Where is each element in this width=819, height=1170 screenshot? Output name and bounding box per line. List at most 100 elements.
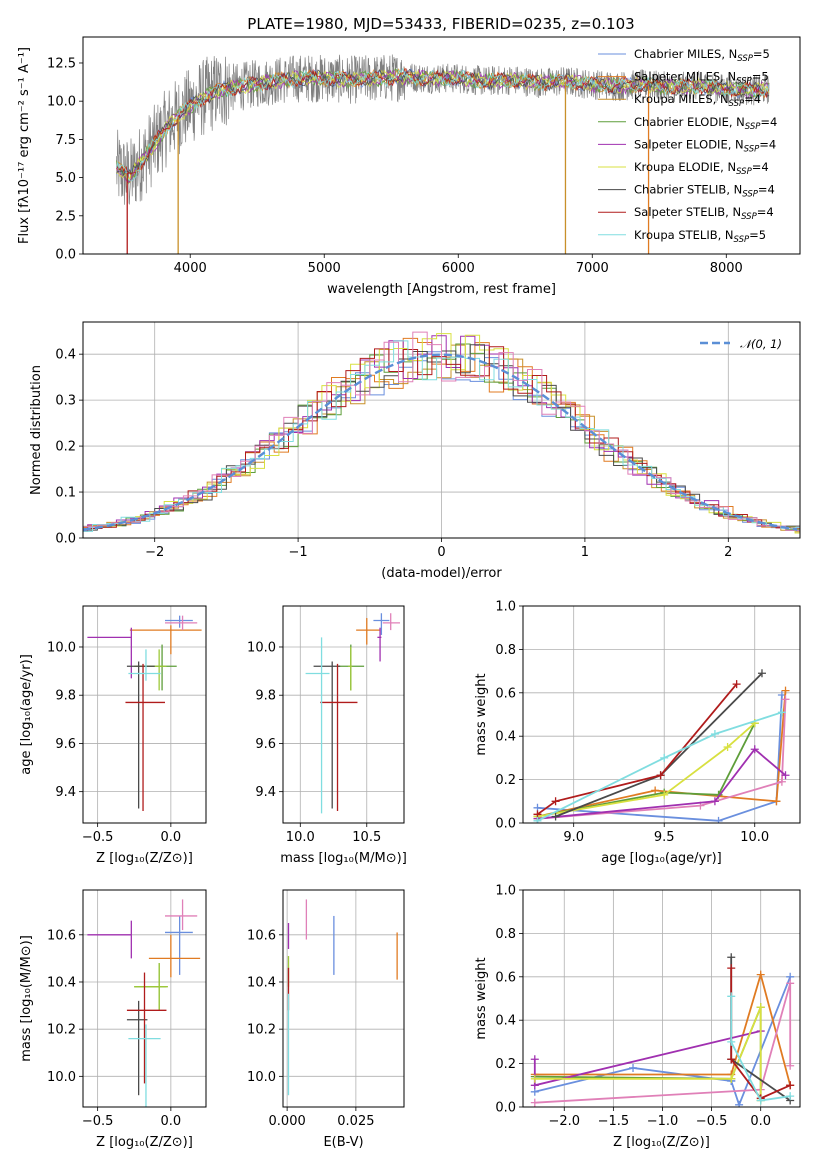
x-tick-label: 9.5 xyxy=(654,830,675,845)
chart-residuals: −2 −1 0 1 2 0.0 0.1 0.2 0.3 0.4 (data-model)/error… xyxy=(29,321,801,581)
data-point-marker xyxy=(530,1098,539,1107)
y-axis-label: mass [log₁₀(M/M⊙)] xyxy=(19,935,34,1062)
axes-frame xyxy=(82,36,801,255)
axes-frame xyxy=(282,889,405,1108)
x-axis-label: Z [log₁₀(Z/Z⊙)] xyxy=(96,1135,193,1150)
plot-area-spectrum xyxy=(116,54,770,254)
y-tick-label: 9.6 xyxy=(255,737,276,752)
data-point-marker xyxy=(777,777,786,786)
y-tick-label: 10.0 xyxy=(47,95,76,110)
x-tick-label: 6000 xyxy=(442,261,475,276)
x-tick-label: −1 xyxy=(289,545,308,560)
y-tick-label: 9.8 xyxy=(55,689,76,704)
y-tick-label: 0.4 xyxy=(55,348,76,363)
y-tick-label: 0.2 xyxy=(55,440,76,455)
series-line-salpeter_miles xyxy=(534,971,792,1086)
data-point-marker xyxy=(786,979,795,988)
x-tick-label: 10.0 xyxy=(740,830,769,845)
data-point-marker xyxy=(786,1061,795,1070)
y-tick-label: 5.0 xyxy=(55,171,76,186)
series-line-kroupa_stelib xyxy=(730,996,791,1102)
chart-mass_weight_vs_Z: −2.0 −1.5 −1.0 −0.5 0.0 0.0 0.2 0.4 0.6 0.8 1.0 Z [… xyxy=(474,884,801,1150)
y-tick-label: 10.4 xyxy=(247,975,276,990)
x-axis-label: wavelength [Angstrom, rest frame] xyxy=(327,282,556,297)
axes-frame xyxy=(522,605,801,824)
y-axis-label: age [log₁₀(age/yr)] xyxy=(19,654,34,775)
plot-area-age_vs_mass xyxy=(305,613,401,814)
y-tick-label: 0.8 xyxy=(495,927,516,942)
y-tick-label: 10.0 xyxy=(47,1070,76,1085)
data-point-marker xyxy=(732,680,741,689)
y-tick-label: 0.2 xyxy=(495,773,516,788)
legend-label: Salpeter MILES, NSSP=5 xyxy=(634,70,769,87)
y-tick-label: 10.0 xyxy=(247,640,276,655)
chart-mass_vs_Z: −0.5 0.0 10.0 10.2 10.4 10.6 Z [log₁₀(Z/Z⊙)] ma… xyxy=(19,889,207,1150)
gaussian-curve xyxy=(83,353,798,532)
y-tick-label: 10.2 xyxy=(247,1023,276,1038)
series-line-salpeter_stelib xyxy=(536,683,738,816)
series-line-kroupa_stelib xyxy=(537,711,783,822)
data-point-marker xyxy=(533,816,542,823)
legend-label: Chabrier STELIB, NSSP=4 xyxy=(634,183,775,200)
legend-label: Salpeter ELODIE, NSSP=4 xyxy=(634,137,776,154)
y-tick-label: 0.0 xyxy=(55,532,76,547)
axes-frame xyxy=(82,605,207,824)
data-point-marker xyxy=(710,797,719,806)
y-tick-label: 0.0 xyxy=(495,817,516,832)
data-point-marker xyxy=(660,753,669,762)
legend-label: Kroupa STELIB, NSSP=5 xyxy=(634,228,766,245)
data-point-marker xyxy=(651,786,660,795)
y-tick-label: 10.2 xyxy=(47,1023,76,1038)
data-point-marker xyxy=(727,964,736,973)
data-point-marker xyxy=(551,812,560,821)
model-spectrum-chabrier_elodie xyxy=(116,68,770,185)
data-point-marker xyxy=(723,743,732,752)
y-tick-label: 0.8 xyxy=(495,643,516,658)
y-tick-label: 1.0 xyxy=(495,600,516,615)
legend-label: 𝒩(0, 1) xyxy=(740,337,782,351)
data-point-marker xyxy=(660,790,669,799)
y-tick-label: 9.6 xyxy=(55,737,76,752)
series-line-chabrier_miles xyxy=(537,694,783,822)
series-line-salpeter_miles xyxy=(537,690,787,818)
model-spectrum-salpeter_elodie xyxy=(116,69,770,184)
x-tick-label: −2 xyxy=(145,545,164,560)
y-tick-label: 10.0 xyxy=(247,1070,276,1085)
data-point-marker xyxy=(757,669,766,678)
data-point-marker xyxy=(756,1003,765,1012)
x-axis-label: Z [log₁₀(Z/Z⊙)] xyxy=(613,1135,710,1150)
axes-frame xyxy=(82,321,801,539)
x-tick-label: −0.5 xyxy=(696,1114,728,1129)
data-point-marker xyxy=(629,1063,638,1072)
y-axis-label: Flux [fλ10⁻¹⁷ erg cm⁻² s⁻¹ A⁻¹] xyxy=(17,47,32,244)
y-tick-label: 10.6 xyxy=(47,928,76,943)
y-tick-label: 10.6 xyxy=(247,928,276,943)
model-spectrum-kroupa_stelib xyxy=(116,67,770,182)
x-tick-label: 10.0 xyxy=(286,830,315,845)
y-tick-label: 0.4 xyxy=(495,730,516,745)
y-tick-label: 2.5 xyxy=(55,209,76,224)
y-tick-label: 0.3 xyxy=(55,394,76,409)
data-point-marker xyxy=(756,1096,765,1105)
y-axis-label: Normed distribution xyxy=(29,365,44,495)
y-tick-label: 1.0 xyxy=(495,884,516,899)
plot-area-mass_vs_Z xyxy=(87,899,201,1107)
y-tick-label: 9.8 xyxy=(255,689,276,704)
x-tick-label: −0.5 xyxy=(82,830,114,845)
x-axis-label: Z [log₁₀(Z/Z⊙)] xyxy=(96,851,193,866)
plot-area-mass_weight_vs_Z xyxy=(530,953,795,1107)
x-tick-label: 10.5 xyxy=(352,830,381,845)
y-tick-label: 0.6 xyxy=(495,970,516,985)
data-point-marker xyxy=(750,745,759,754)
y-tick-label: 0.0 xyxy=(55,248,76,263)
chart-spectrum: 4000 5000 6000 7000 8000 0.0 2.5 5.0 7.5 10.0 12.5… xyxy=(17,36,801,297)
x-tick-label: −1.0 xyxy=(647,1114,679,1129)
data-point-marker xyxy=(756,970,765,979)
x-axis-label: age [log₁₀(age/yr)] xyxy=(601,851,722,866)
x-tick-label: 8000 xyxy=(710,261,743,276)
plot-area-residuals xyxy=(83,331,800,534)
plot-area-mass_vs_ebv xyxy=(287,899,398,1096)
series-line-salpeter_elodie xyxy=(537,747,787,820)
data-point-marker xyxy=(777,708,786,717)
